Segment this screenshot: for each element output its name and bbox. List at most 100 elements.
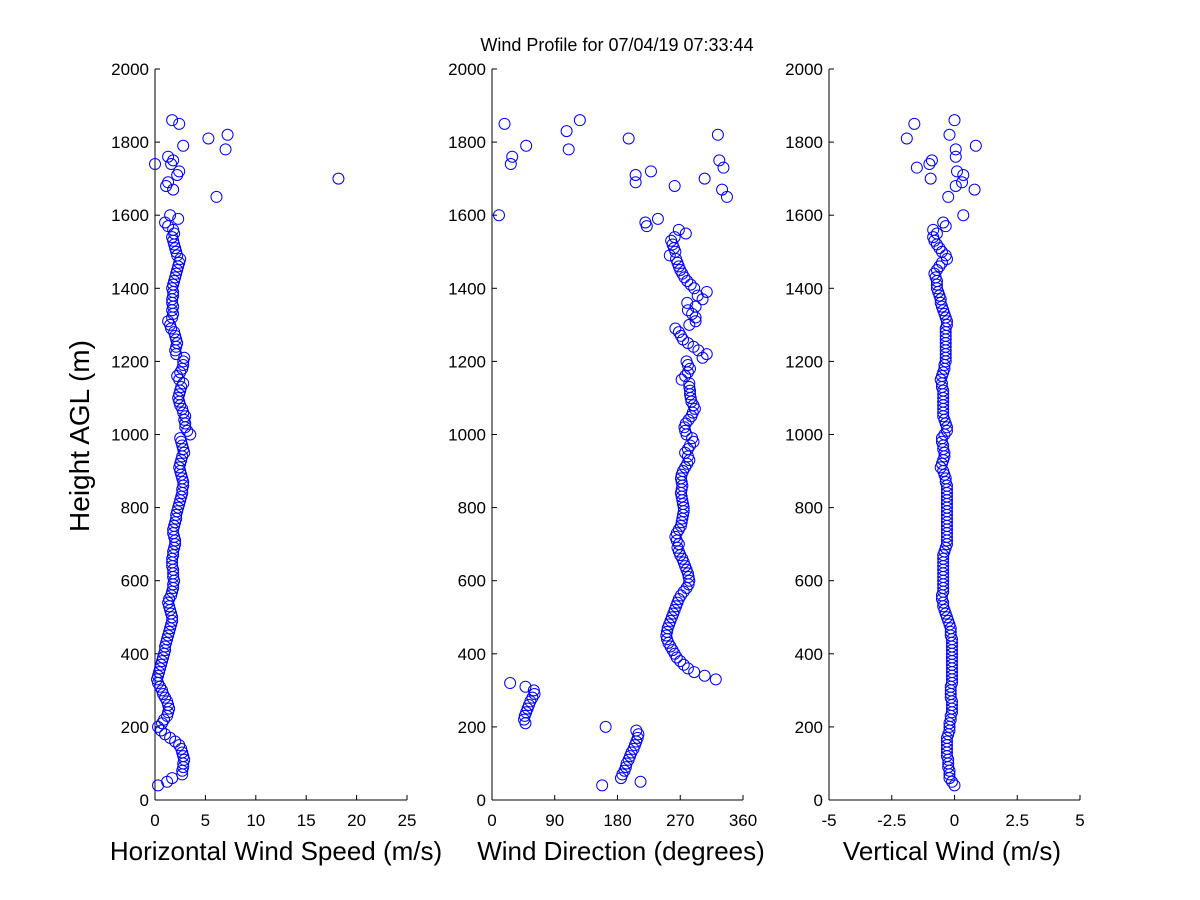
data-point <box>629 176 642 189</box>
data-point <box>716 183 729 196</box>
data-point <box>149 158 161 171</box>
x-tick-label: -2.5 <box>877 811 906 830</box>
data-point <box>173 165 186 178</box>
data-point <box>679 227 692 240</box>
panel-vertical-wind: 0 200 400 600 800 1000 1200 1400 1600 1800 2000 -5 -… <box>785 60 1085 866</box>
y-axis-label: Height AGL (m) <box>64 340 95 532</box>
y-tick-label: 1000 <box>448 426 486 445</box>
data-point <box>681 296 694 309</box>
data-point <box>573 114 586 127</box>
y-tick-label: 800 <box>458 499 486 518</box>
data-point <box>152 720 165 733</box>
data-point <box>672 326 685 339</box>
x-tick-label: 90 <box>545 811 564 830</box>
data-point <box>930 227 943 240</box>
data-point <box>664 640 677 653</box>
data-point <box>669 322 682 335</box>
data-point <box>935 435 948 448</box>
panel-horizontal-wind-speed: 0 200 400 600 800 1000 1200 1400 1600 1800 2000 0 5 1… <box>110 60 442 866</box>
y-tick-label: 400 <box>795 645 823 664</box>
data-point <box>631 731 644 744</box>
data-point <box>666 644 679 657</box>
data-point <box>668 647 681 660</box>
data-point <box>700 348 713 361</box>
data-point <box>672 523 685 536</box>
x-tick-label: -5 <box>821 811 836 830</box>
y-tick-label: 600 <box>795 572 823 591</box>
x-tick-label: 10 <box>246 811 265 830</box>
data-point <box>944 625 957 638</box>
figure-title: Wind Profile for 07/04/19 07:33:44 <box>480 35 753 55</box>
data-point <box>682 571 695 584</box>
data-point <box>698 669 711 682</box>
data-point <box>934 296 947 309</box>
data-point <box>687 399 700 412</box>
data-point <box>679 461 692 474</box>
data-point <box>504 158 517 171</box>
x-tick-label: 180 <box>603 811 631 830</box>
data-point <box>689 315 702 328</box>
data-point <box>634 775 647 788</box>
y-tick-label: 0 <box>140 791 149 810</box>
data-point <box>683 574 696 587</box>
data-point <box>684 384 697 397</box>
data-point <box>172 212 185 225</box>
data-point <box>711 128 724 141</box>
data-point <box>670 527 683 540</box>
y-tick-label: 2000 <box>448 60 486 79</box>
data-point <box>661 625 674 638</box>
data-point <box>677 333 690 346</box>
data-point <box>930 278 943 291</box>
data-point <box>632 728 645 741</box>
y-tick-label: 200 <box>795 718 823 737</box>
data-point <box>155 724 168 737</box>
y-tick-label: 400 <box>458 645 486 664</box>
data-point <box>210 190 223 203</box>
data-point <box>684 439 697 452</box>
data-point <box>949 143 962 156</box>
data-point <box>616 768 629 781</box>
data-point <box>681 304 694 317</box>
data-point <box>177 377 190 390</box>
data-point <box>498 117 511 130</box>
y-tick-label: 1800 <box>111 133 149 152</box>
data-point <box>678 271 691 284</box>
data-point <box>910 161 923 174</box>
y-tick-label: 800 <box>121 499 149 518</box>
data-point <box>925 154 938 167</box>
y-tick-label: 0 <box>477 791 486 810</box>
data-point <box>668 231 681 244</box>
data-point <box>908 117 921 130</box>
data-point <box>158 713 171 726</box>
y-tick-label: 1400 <box>785 279 823 298</box>
data-point <box>939 476 952 489</box>
x-tick-label: 15 <box>297 811 316 830</box>
data-point <box>644 165 657 178</box>
x-tick-label: 5 <box>1075 811 1084 830</box>
data-point <box>937 216 950 229</box>
data-point <box>717 161 730 174</box>
data-point <box>943 128 956 141</box>
data-point <box>173 117 186 130</box>
data-point <box>676 267 689 280</box>
y-tick-label: 600 <box>458 572 486 591</box>
data-point <box>639 216 652 229</box>
data-point <box>526 691 539 704</box>
data-point <box>933 260 946 273</box>
data-point <box>686 307 699 320</box>
data-point <box>957 168 970 181</box>
y-tick-label: 1400 <box>448 279 486 298</box>
x-axis-label: Vertical Wind (m/s) <box>843 836 1061 866</box>
data-point <box>924 172 937 185</box>
data-point <box>900 132 913 145</box>
data-point <box>951 165 964 178</box>
data-point <box>524 695 537 708</box>
data-point <box>681 662 694 675</box>
data-point <box>651 212 664 225</box>
data-point <box>949 150 962 163</box>
data-point <box>674 472 687 485</box>
data-point <box>945 775 958 788</box>
data-point <box>676 552 689 565</box>
